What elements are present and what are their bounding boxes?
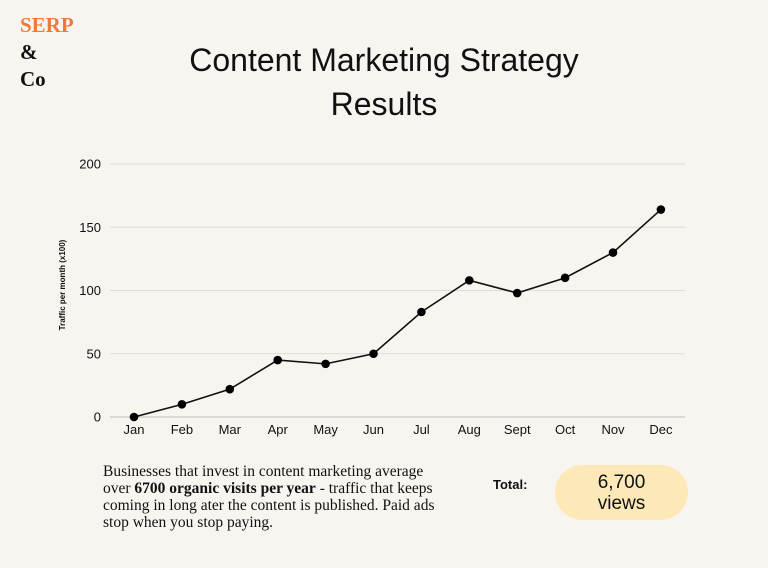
- brand-logo: SERP & Co: [20, 12, 74, 93]
- x-tick-label: Sept: [504, 422, 531, 437]
- y-tick-label: 50: [87, 346, 101, 361]
- x-tick-label: Nov: [601, 422, 625, 437]
- description-text: Businesses that invest in content market…: [103, 463, 453, 531]
- data-point: [656, 205, 666, 214]
- data-point: [225, 384, 235, 394]
- x-tick-label: Aug: [458, 422, 481, 437]
- page-title: Content Marketing Strategy Results: [0, 38, 768, 126]
- logo-line-ampersand: &: [20, 40, 38, 64]
- description-part-2: - traffic that keeps coming in long ater…: [103, 480, 435, 531]
- y-tick-label: 200: [79, 157, 101, 172]
- y-tick-label: 0: [94, 410, 101, 425]
- title-line-1: Content Marketing Strategy: [189, 42, 579, 78]
- data-point: [177, 400, 187, 409]
- x-tick-label: Mar: [219, 422, 242, 437]
- total-label: Total:: [493, 477, 528, 492]
- x-tick-label: Jan: [124, 422, 145, 437]
- x-tick-label: May: [313, 422, 338, 437]
- x-tick-label: Oct: [555, 422, 576, 437]
- logo-line-serp: SERP: [20, 13, 74, 37]
- y-axis-label: Traffic per month (x100): [58, 239, 67, 330]
- data-point: [560, 273, 570, 283]
- total-unit: views: [597, 492, 646, 514]
- x-tick-label: Jul: [413, 422, 430, 437]
- y-tick-label: 100: [79, 283, 101, 298]
- description-part-1: Businesses that invest in content market…: [103, 463, 424, 497]
- data-point: [512, 288, 522, 298]
- data-point: [608, 248, 618, 257]
- data-point: [417, 307, 426, 317]
- data-point: [465, 276, 474, 285]
- data-point: [369, 349, 378, 359]
- data-point: [129, 412, 139, 422]
- x-tick-label: Apr: [268, 422, 289, 437]
- total-views-badge: 6,700 views: [555, 465, 688, 520]
- x-tick-label: Jun: [363, 422, 384, 437]
- logo-line-co: Co: [20, 67, 46, 91]
- y-tick-label: 150: [79, 220, 101, 235]
- x-tick-label: Dec: [649, 422, 673, 437]
- total-value: 6,700: [597, 471, 646, 493]
- title-line-2: Results: [330, 86, 438, 122]
- data-point: [273, 355, 283, 365]
- description-bold: 6700 organic visits per year: [134, 480, 316, 497]
- data-point: [321, 359, 330, 369]
- series-line: [133, 208, 662, 418]
- x-tick-label: Feb: [171, 422, 193, 437]
